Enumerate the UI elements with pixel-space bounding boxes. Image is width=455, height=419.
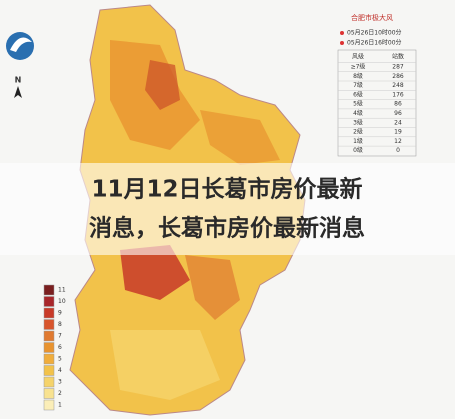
table-cell: 0级	[353, 146, 363, 154]
logo	[6, 32, 34, 60]
banner-line: 消息，长葛市房价最新消息	[89, 215, 365, 242]
table-cell: 248	[392, 82, 404, 89]
table-cell: 286	[392, 73, 404, 80]
legend-swatch	[43, 376, 55, 388]
legend-label: 3	[58, 379, 62, 386]
legend-swatch	[43, 342, 55, 353]
legend-swatch	[43, 399, 55, 411]
map-zone	[185, 255, 240, 320]
legend-label: 2	[58, 390, 62, 397]
legend-label: 5	[58, 356, 62, 363]
table-cell: 19	[394, 129, 402, 136]
legend-label: 1	[58, 402, 62, 409]
table-cell: 0	[396, 147, 400, 154]
map-zone	[145, 60, 180, 110]
table-cell: 7级	[353, 81, 363, 89]
north-arrow	[14, 86, 22, 98]
table-cell: 12	[394, 138, 402, 145]
table-cell: 8级	[353, 72, 363, 80]
table-cell: 287	[392, 64, 404, 71]
legend-swatch	[43, 296, 55, 307]
time-dot	[340, 41, 344, 45]
banner-bg	[0, 163, 455, 255]
table-cell: 5级	[353, 100, 363, 108]
table-cell: 176	[392, 91, 404, 98]
table-cell: 4级	[353, 109, 363, 117]
time-label: 05月26日10时00分	[347, 29, 402, 37]
banner-line: 11月12日长葛市房价最新	[91, 176, 362, 203]
map-zone	[110, 330, 220, 400]
table-cell: 1级	[353, 137, 363, 145]
time-dot	[340, 31, 344, 35]
legend-swatch	[43, 330, 55, 342]
legend-swatch	[43, 284, 55, 296]
legend-swatch	[43, 365, 55, 376]
table-header: 站数	[392, 53, 404, 61]
legend-swatch	[43, 353, 55, 365]
legend-swatch	[43, 388, 55, 399]
table-title: 合肥市极大风	[351, 13, 393, 22]
table-cell: 3级	[353, 118, 363, 126]
time-label: 05月26日16时00分	[347, 39, 402, 47]
table-cell: 24	[394, 119, 402, 126]
legend-label: 7	[58, 333, 62, 340]
table-cell: 86	[394, 101, 402, 108]
map-zone	[200, 110, 280, 165]
legend-label: 8	[58, 321, 62, 328]
legend-label: 4	[58, 367, 62, 374]
table-cell: ≥7级	[351, 63, 366, 71]
legend-swatch	[43, 307, 55, 319]
legend-label: 9	[58, 310, 62, 317]
logo-swirl	[10, 37, 32, 52]
map-zone	[120, 245, 190, 300]
legend-label: 10	[58, 298, 66, 305]
table-cell: 6级	[353, 90, 363, 98]
legend-label: 11	[58, 287, 66, 294]
table-header: 风级	[352, 53, 364, 61]
table-cell: 96	[394, 110, 402, 117]
legend: 11 10 9 8 7 6 5 4 3 2 1	[43, 284, 66, 411]
table-cell: 2级	[353, 128, 363, 136]
table-frame	[337, 49, 417, 157]
legend-swatch	[43, 319, 55, 330]
north-label: N	[15, 76, 22, 85]
legend-label: 6	[58, 344, 62, 351]
